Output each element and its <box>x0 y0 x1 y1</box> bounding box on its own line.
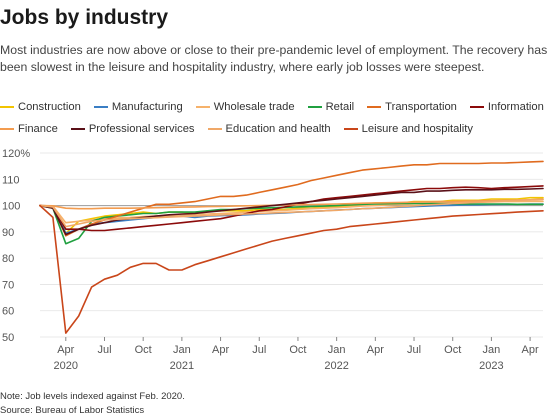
legend-label: Construction <box>18 101 81 113</box>
x-tick-label: Apr <box>522 344 539 356</box>
legend-swatch <box>343 128 358 130</box>
chart-note: Note: Job levels indexed against Feb. 20… <box>0 391 185 402</box>
series-line-finance <box>39 198 544 210</box>
y-tick-label: 50 <box>2 332 14 344</box>
legend-item-information: Information <box>469 101 544 113</box>
legend-item-wholesale-trade: Wholesale trade <box>195 101 295 113</box>
legend-item-transportation: Transportation <box>367 101 457 113</box>
legend-swatch <box>0 128 14 130</box>
legend-item-education-and-health: Education and health <box>207 123 331 135</box>
x-year-label: 2023 <box>479 360 503 372</box>
series-line-transportation <box>39 160 544 237</box>
x-tick-label: Apr <box>212 344 229 356</box>
y-tick-label: 80 <box>2 253 14 265</box>
x-tick-label: Jul <box>407 344 421 356</box>
legend-label: Finance <box>18 123 58 135</box>
x-year-label: 2020 <box>54 360 78 372</box>
chart-subtitle: Most industries are now above or close t… <box>0 43 548 74</box>
legend-label: Retail <box>325 101 355 113</box>
x-tick-label: Jan <box>483 344 501 356</box>
x-tick-label: Jan <box>173 344 191 356</box>
legend-item-construction: Construction <box>0 101 81 113</box>
x-tick-label: Oct <box>289 344 306 356</box>
x-tick-label: Oct <box>444 344 461 356</box>
x-year-label: 2022 <box>324 360 348 372</box>
legend-label: Wholesale trade <box>213 101 295 113</box>
x-tick-label: Jul <box>97 344 111 356</box>
legend-label: Leisure and hospitality <box>361 123 473 135</box>
x-tick-label: Jan <box>328 344 346 356</box>
legend-label: Transportation <box>385 101 457 113</box>
legend-item-leisure-and-hospitality: Leisure and hospitality <box>343 123 473 135</box>
y-tick-label: 100 <box>2 201 20 213</box>
y-tick-label: 70 <box>2 279 14 291</box>
legend-swatch <box>307 106 322 108</box>
x-tick-label: Apr <box>57 344 74 356</box>
chart-source: Source: Bureau of Labor Statistics <box>0 405 145 416</box>
legend-label: Information <box>487 101 544 113</box>
series-line-education-and-health <box>39 198 544 228</box>
y-tick-label: 110 <box>2 174 20 186</box>
legend-swatch <box>469 106 484 108</box>
x-tick-label: Oct <box>135 344 152 356</box>
legend-swatch <box>367 106 382 108</box>
legend-swatch <box>70 128 85 130</box>
legend-item-retail: Retail <box>307 101 355 113</box>
legend-swatch <box>195 106 210 108</box>
y-tick-label: 120% <box>2 148 30 160</box>
legend-label: Professional services <box>88 123 195 135</box>
legend-item-professional-services: Professional services <box>70 123 195 135</box>
y-tick-label: 90 <box>2 227 14 239</box>
x-tick-label: Jul <box>252 344 266 356</box>
legend-item-manufacturing: Manufacturing <box>93 101 183 113</box>
legend-row-2: Finance Professional services Education … <box>0 118 552 140</box>
legend-item-finance: Finance <box>0 123 58 135</box>
series-line-leisure-and-hospitality <box>39 204 544 334</box>
legend-label: Education and health <box>225 123 331 135</box>
legend-swatch <box>0 106 14 108</box>
x-year-label: 2021 <box>170 360 194 372</box>
y-tick-label: 60 <box>2 306 14 318</box>
chart-title: Jobs by industry <box>0 6 169 29</box>
chart-legend: Construction Manufacturing Wholesale tra… <box>0 96 552 140</box>
legend-swatch <box>93 106 108 108</box>
legend-row-1: Construction Manufacturing Wholesale tra… <box>0 96 552 118</box>
chart-footer: Note: Job levels indexed against Feb. 20… <box>0 390 185 418</box>
legend-swatch <box>207 128 222 130</box>
x-tick-label: Apr <box>367 344 384 356</box>
legend-label: Manufacturing <box>111 101 183 113</box>
